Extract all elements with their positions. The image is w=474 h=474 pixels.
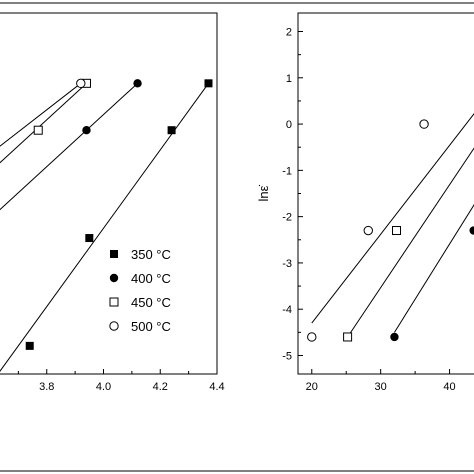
left-data-point: [25, 341, 34, 350]
right-x-tick-label: 20: [306, 381, 318, 393]
right-fit-line: [394, 203, 474, 333]
legend-label: 450 °C: [131, 295, 171, 310]
right-y-tick-label: 0: [286, 119, 292, 131]
right-data-point: [392, 226, 402, 236]
left-fit-line: [0, 82, 82, 147]
right-panel: 20 30 40 2 1 0 -1 -2 -3 -4 -5 lnε̇: [256, 12, 474, 393]
left-data-point: [167, 126, 176, 135]
left-data-point: [82, 126, 91, 135]
right-x-tick-label: 40: [443, 381, 455, 393]
left-x-tick-label: 4.2: [153, 381, 168, 393]
left-x-tick-label: 4.0: [96, 381, 111, 393]
left-data-point: [85, 234, 94, 243]
right-plot-area: [307, 113, 474, 342]
left-plot-area: [0, 78, 213, 372]
legend-marker: [109, 273, 119, 283]
right-plot-frame: [297, 12, 474, 375]
right-data-point: [363, 225, 373, 236]
legend: 350 °C 400 °C 450 °C 500 °C: [109, 247, 171, 334]
right-y-tick-label: -2: [282, 212, 292, 224]
right-x-tick-label: 30: [375, 381, 387, 393]
right-data-point: [343, 332, 353, 342]
left-fit-line: [0, 82, 138, 211]
right-y-axis-label: lnε̇: [256, 185, 271, 202]
legend-label: 350 °C: [131, 247, 171, 262]
right-y-tick-label: -3: [282, 258, 292, 270]
right-y-tick-label: 2: [286, 27, 292, 39]
left-data-point: [133, 79, 142, 88]
left-fit-line: [0, 83, 209, 372]
left-panel: 3.8 4.0 4.2 4.4 350 °C 400 °C 450 °C 500 °C: [0, 12, 225, 393]
left-fit-line: [0, 82, 87, 164]
legend-marker: [109, 297, 119, 307]
legend-label: 500 °C: [131, 319, 171, 334]
left-data-point: [76, 78, 86, 89]
right-y-tick-label: -1: [282, 165, 292, 177]
left-x-tick-label: 4.4: [209, 381, 224, 393]
right-data-point: [469, 226, 474, 235]
left-data-point: [204, 79, 213, 88]
left-data-point: [33, 125, 43, 135]
right-data-point: [307, 332, 317, 342]
left-x-tick-label: 3.8: [39, 381, 54, 393]
left-plot-frame: [0, 12, 218, 375]
right-y-tick-label: -5: [282, 350, 292, 362]
right-y-tick-label: 1: [286, 73, 292, 85]
right-fit-line: [347, 147, 474, 338]
right-data-point: [419, 119, 429, 129]
legend-label: 400 °C: [131, 271, 171, 286]
legend-marker: [109, 321, 119, 331]
right-y-tick-label: -4: [282, 304, 292, 316]
right-data-point: [390, 332, 399, 342]
right-fit-line: [311, 113, 474, 324]
legend-marker: [110, 250, 118, 258]
